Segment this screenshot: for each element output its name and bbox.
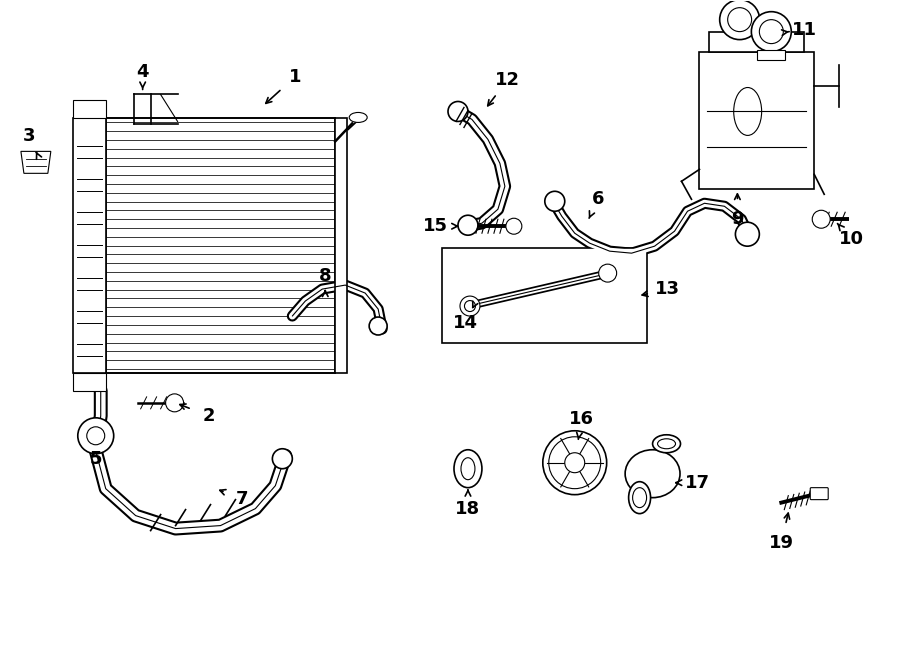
- Circle shape: [728, 8, 752, 32]
- Text: 6: 6: [591, 190, 604, 208]
- Ellipse shape: [628, 482, 651, 514]
- Bar: [758, 50, 786, 59]
- Circle shape: [166, 394, 184, 412]
- Text: 2: 2: [202, 407, 215, 425]
- Circle shape: [86, 427, 104, 445]
- Ellipse shape: [658, 439, 676, 449]
- Ellipse shape: [633, 488, 646, 508]
- Text: 19: 19: [769, 533, 794, 551]
- Ellipse shape: [652, 435, 680, 453]
- Bar: [73, 100, 105, 118]
- Circle shape: [448, 102, 468, 122]
- Text: 4: 4: [137, 63, 148, 81]
- Text: 5: 5: [89, 449, 102, 468]
- Text: 10: 10: [839, 230, 864, 248]
- Text: 12: 12: [495, 71, 520, 89]
- Circle shape: [77, 418, 113, 453]
- Bar: [699, 52, 815, 189]
- Circle shape: [460, 296, 480, 316]
- Circle shape: [543, 431, 607, 494]
- Circle shape: [464, 301, 475, 311]
- Circle shape: [812, 210, 830, 228]
- Bar: [709, 32, 805, 52]
- Bar: [105, 118, 335, 373]
- Circle shape: [720, 0, 760, 40]
- Text: 9: 9: [731, 210, 743, 228]
- Text: 1: 1: [289, 67, 302, 85]
- Text: 15: 15: [422, 217, 447, 235]
- Circle shape: [752, 12, 791, 52]
- Text: 8: 8: [319, 267, 331, 285]
- Ellipse shape: [454, 449, 482, 488]
- FancyBboxPatch shape: [810, 488, 828, 500]
- Ellipse shape: [461, 457, 475, 480]
- Ellipse shape: [349, 112, 367, 122]
- Bar: [335, 118, 347, 373]
- Circle shape: [506, 218, 522, 234]
- Text: 11: 11: [792, 20, 817, 38]
- Circle shape: [458, 215, 478, 235]
- Text: 7: 7: [236, 490, 248, 508]
- Text: 14: 14: [453, 314, 478, 332]
- Text: 18: 18: [455, 500, 481, 518]
- Circle shape: [598, 264, 616, 282]
- Text: 16: 16: [569, 410, 594, 428]
- Circle shape: [735, 222, 760, 246]
- Text: 17: 17: [685, 474, 710, 492]
- Text: 13: 13: [655, 280, 680, 298]
- Text: 3: 3: [22, 128, 35, 145]
- Ellipse shape: [734, 87, 761, 136]
- Circle shape: [565, 453, 585, 473]
- Circle shape: [760, 20, 783, 44]
- Bar: [442, 248, 646, 343]
- Bar: [73, 373, 105, 391]
- Circle shape: [273, 449, 292, 469]
- Circle shape: [369, 317, 387, 335]
- Bar: [73, 118, 105, 373]
- Ellipse shape: [626, 449, 680, 498]
- Circle shape: [544, 191, 565, 212]
- Polygon shape: [21, 151, 50, 173]
